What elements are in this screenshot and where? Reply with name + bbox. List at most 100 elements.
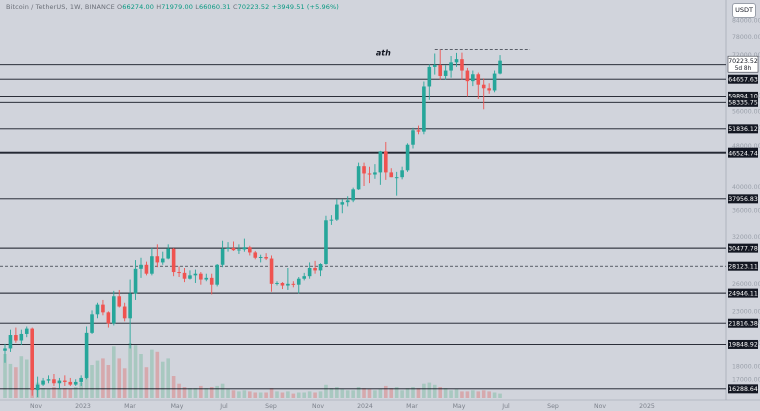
- close-value: 70223.52: [237, 3, 270, 11]
- volume-bar: [52, 387, 56, 398]
- ohlc-legend: Bitcoin / TetherUS, 1W, BINANCE O66274.0…: [6, 3, 339, 11]
- time-axis-label: Mar: [124, 403, 136, 410]
- volume-bar: [427, 382, 432, 398]
- level-label-box: [728, 124, 758, 134]
- candle-body: [8, 335, 13, 349]
- volume-bar: [362, 388, 366, 398]
- volume-bar: [122, 368, 127, 398]
- candle-body: [133, 268, 138, 294]
- volume-bar: [367, 389, 372, 398]
- candle-body: [177, 272, 181, 274]
- volume-bar: [476, 391, 481, 398]
- volume-bar: [296, 392, 301, 398]
- volume-bar: [160, 361, 165, 398]
- volume-bar: [460, 391, 464, 398]
- candle-body: [487, 88, 491, 91]
- candle-body: [492, 73, 497, 91]
- candle-body: [14, 335, 18, 341]
- volume-bar: [329, 388, 334, 398]
- volume-bar: [57, 388, 62, 398]
- volume-bar: [226, 389, 230, 398]
- volume-bar: [155, 351, 160, 398]
- candle-body: [400, 170, 404, 178]
- high-label: H: [156, 3, 162, 11]
- candle-body: [378, 151, 383, 173]
- volume-bar: [422, 383, 426, 398]
- candle-body: [471, 74, 475, 82]
- candle-body: [226, 247, 230, 249]
- volume-bar: [373, 390, 377, 398]
- candle-body: [84, 332, 89, 378]
- candle-body: [313, 267, 317, 271]
- candle-body: [166, 248, 170, 259]
- volume-bar: [351, 390, 355, 398]
- candle-body: [117, 296, 122, 307]
- time-axis-label: Nov: [312, 403, 324, 410]
- level-label-box: [728, 148, 758, 158]
- candle-body: [498, 60, 502, 74]
- level-label: 46524.74: [728, 150, 758, 157]
- volume-bar: [269, 388, 274, 398]
- candle-body: [144, 264, 149, 274]
- candle-body: [248, 247, 252, 253]
- level-label-box: [728, 339, 758, 349]
- volume-bar: [237, 391, 241, 398]
- volume-bar: [193, 388, 198, 398]
- level-label: 37956.83: [728, 196, 758, 203]
- change-value: +3949.51 (+5.96%): [271, 3, 339, 11]
- volume-bar: [106, 365, 111, 398]
- volume-bar: [465, 391, 470, 398]
- candle-body: [242, 247, 247, 250]
- volume-bar: [231, 390, 236, 398]
- volume-bar: [416, 388, 421, 398]
- candle-body: [389, 172, 394, 178]
- candle-body: [307, 267, 312, 277]
- candle-body: [356, 166, 361, 190]
- volume-bar: [112, 346, 116, 398]
- time-axis-label: Nov: [30, 403, 42, 410]
- volume-bar: [215, 385, 219, 398]
- currency-button[interactable]: USDT: [732, 3, 756, 18]
- ath-annotation: ath: [376, 49, 391, 58]
- volume-bar: [117, 358, 122, 398]
- volume-bar: [405, 388, 410, 398]
- volume-bar: [101, 358, 105, 398]
- volume-bar: [188, 388, 192, 398]
- volume-bar: [356, 387, 361, 398]
- candle-body: [63, 380, 67, 382]
- volume-bar: [171, 376, 176, 398]
- candle-body: [106, 312, 111, 324]
- volume-bar: [313, 392, 317, 398]
- volume-bar: [318, 391, 323, 398]
- level-label-box: [728, 261, 758, 271]
- candle-body: [19, 333, 24, 341]
- volume-bar: [166, 358, 170, 398]
- candle-body: [35, 384, 40, 391]
- volume-bar: [432, 384, 437, 398]
- volume-bar: [90, 365, 94, 398]
- time-axis-label: May: [453, 403, 466, 410]
- candle-body: [68, 381, 73, 385]
- volume-bar: [286, 391, 290, 398]
- price-tick-label: 84000.00: [732, 17, 760, 24]
- current-price-label: 70223.52: [728, 58, 758, 65]
- candle-body: [345, 200, 350, 203]
- candle-body: [237, 249, 241, 251]
- volume-bar: [177, 383, 181, 398]
- candle-body: [367, 173, 372, 175]
- candle-body: [427, 66, 432, 87]
- level-label-box: [728, 384, 758, 394]
- candle-body: [46, 379, 51, 381]
- candle-body: [264, 256, 268, 259]
- candle-body: [286, 283, 290, 286]
- volume-bar: [400, 390, 404, 398]
- volume-bar: [454, 389, 459, 398]
- price-tick-label: 48000.00: [732, 143, 760, 150]
- volume-bar: [199, 385, 203, 398]
- price-tick-label: 18000.00: [732, 363, 760, 370]
- volume-bar: [394, 387, 399, 398]
- time-axis-label: Sep: [265, 403, 277, 410]
- candle-body: [411, 130, 415, 145]
